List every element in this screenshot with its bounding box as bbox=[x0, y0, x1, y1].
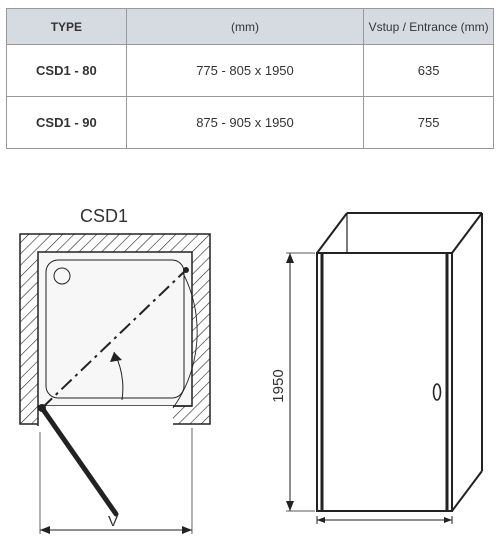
spec-table: TYPE (mm) Vstup / Entrance (mm) CSD1 - 8… bbox=[6, 8, 494, 149]
header-entrance: Vstup / Entrance (mm) bbox=[364, 9, 494, 45]
header-type: TYPE bbox=[7, 9, 127, 45]
header-mm: (mm) bbox=[126, 9, 363, 45]
cell-entrance: 635 bbox=[364, 45, 494, 97]
dim-label-v: V bbox=[108, 513, 118, 530]
plan-view-diagram: V bbox=[10, 230, 230, 540]
opening-mask bbox=[38, 406, 173, 426]
shower-tray bbox=[38, 252, 192, 406]
cell-type: CSD1 - 80 bbox=[7, 45, 127, 97]
elevation-diagram: 1950 bbox=[252, 198, 492, 548]
cell-mm: 775 - 805 x 1950 bbox=[126, 45, 363, 97]
table-row: CSD1 - 90 875 - 905 x 1950 755 bbox=[7, 97, 494, 149]
height-dim-label: 1950 bbox=[270, 369, 287, 402]
cell-type: CSD1 - 90 bbox=[7, 97, 127, 149]
plan-view-label: CSD1 bbox=[80, 206, 128, 227]
table-row: CSD1 - 80 775 - 805 x 1950 635 bbox=[7, 45, 494, 97]
table-header-row: TYPE (mm) Vstup / Entrance (mm) bbox=[7, 9, 494, 45]
diagrams-area: CSD1 bbox=[0, 196, 500, 551]
cabin-front-face bbox=[317, 253, 452, 511]
cell-entrance: 755 bbox=[364, 97, 494, 149]
hinge-point bbox=[38, 404, 46, 412]
cell-mm: 875 - 905 x 1950 bbox=[126, 97, 363, 149]
